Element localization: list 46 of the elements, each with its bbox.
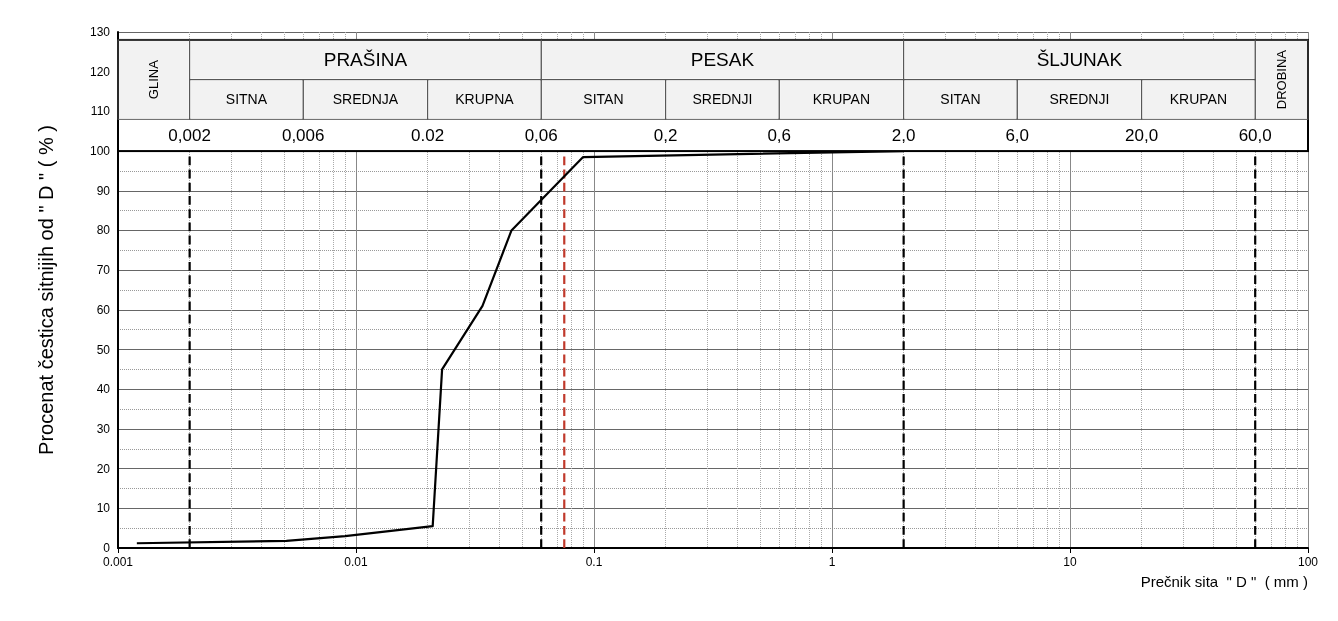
- band-label: PRAŠINA: [323, 49, 408, 71]
- x-tick-label: 1: [828, 555, 836, 569]
- band-label: SREDNJI: [1049, 91, 1110, 108]
- y-tick-label: 90: [96, 183, 111, 198]
- annotation: 20,0: [1125, 125, 1159, 145]
- x-tick-label: 10: [1063, 555, 1077, 569]
- y-tick-label: 110: [90, 104, 111, 119]
- annotation: 0,6: [767, 125, 792, 145]
- band-label: KRUPAN: [1169, 91, 1228, 108]
- band-label: SITAN: [583, 91, 624, 108]
- y-tick-label: 70: [96, 263, 111, 278]
- y-tick-label: 0: [103, 541, 111, 555]
- band-label: GLINA: [146, 59, 162, 100]
- y-tick-label: 60: [96, 302, 111, 317]
- x-tick-label: 0.001: [102, 555, 134, 569]
- y-tick-label: 130: [89, 25, 111, 39]
- annotation: 0,06: [524, 125, 558, 145]
- annotation: 2,0: [891, 125, 916, 145]
- y-tick-label: 80: [96, 223, 111, 238]
- y-tick-label: 10: [96, 501, 111, 516]
- band-label: SITAN: [940, 91, 981, 108]
- y-tick-label: 40: [96, 382, 111, 397]
- band-label: KRUPAN: [812, 91, 871, 108]
- annotation: 0,2: [653, 125, 678, 145]
- band-label: SREDNJA: [332, 91, 399, 108]
- x-axis-title: Prečnik sita " D " ( mm ): [1140, 573, 1308, 591]
- annotation: 0,006: [281, 125, 325, 145]
- annotation: 0.02: [411, 125, 445, 145]
- annotation: 60,0: [1238, 125, 1272, 145]
- y-tick-label: 50: [96, 342, 111, 357]
- y-tick-label: 100: [89, 144, 111, 159]
- band-label: SREDNJI: [692, 91, 753, 108]
- x-tick-label: 100: [1297, 555, 1319, 569]
- band-label: DROBINA: [1274, 49, 1290, 110]
- annotation: 0,002: [168, 125, 211, 145]
- y-tick-label: 120: [89, 64, 111, 79]
- y-axis-title: Procenat čestica sitnijih od " D " ( % ): [35, 125, 57, 455]
- band-label: SITNA: [225, 91, 268, 108]
- y-tick-label: 20: [96, 461, 111, 476]
- band-label: PESAK: [690, 49, 755, 71]
- band-label: KRUPNA: [455, 91, 515, 108]
- band-label: ŠLJUNAK: [1036, 49, 1123, 71]
- x-tick-label: 0.01: [344, 555, 368, 569]
- x-tick-label: 0.1: [585, 555, 603, 569]
- y-tick-label: 30: [96, 421, 111, 436]
- annotation: 6,0: [1005, 125, 1030, 145]
